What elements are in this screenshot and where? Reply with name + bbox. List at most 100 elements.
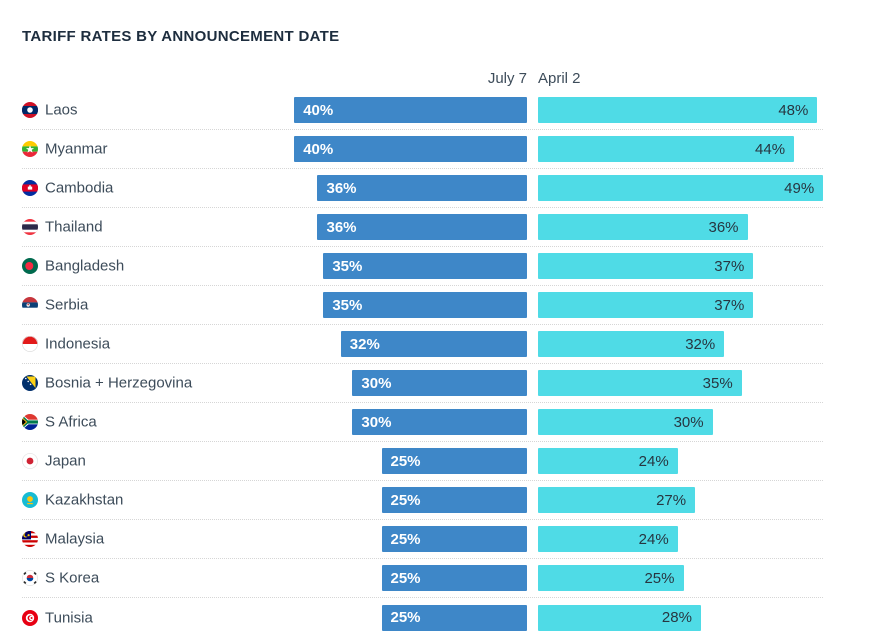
april2-value-label: 49%	[784, 179, 815, 197]
flag-kazakhstan-icon	[22, 492, 38, 508]
july7-bar: 35%	[323, 253, 527, 279]
chart-row: S Africa 30% 30%	[22, 403, 823, 442]
chart-row: S Korea 25% 25%	[22, 559, 823, 598]
july7-bar: 30%	[352, 409, 527, 435]
chart-rows: Laos 40% 48% Myanmar 40% 44% Cambodia 36…	[22, 91, 824, 637]
april2-bar: 32%	[538, 331, 725, 357]
april2-value-label: 44%	[755, 140, 786, 158]
flag-bangladesh-icon	[22, 258, 38, 274]
chart-row: Serbia 35% 37%	[22, 286, 823, 325]
chart-title: TARIFF RATES BY ANNOUNCEMENT DATE	[22, 28, 340, 45]
july7-value-label: 25%	[390, 530, 421, 548]
chart-row: Cambodia 36% 49%	[22, 169, 824, 208]
july7-value-label: 40%	[303, 101, 334, 119]
july7-value-label: 32%	[349, 335, 380, 353]
flag-myanmar-icon	[22, 141, 38, 157]
flag-malaysia-icon	[22, 531, 38, 547]
july7-value-label: 25%	[390, 609, 421, 626]
april2-value-label: 25%	[644, 569, 675, 587]
april2-value-label: 24%	[638, 530, 669, 548]
april2-bar: 30%	[538, 409, 713, 435]
chart-row: Bosnia + Herzegovina 30% 35%	[22, 364, 823, 403]
flag-s-africa-icon	[22, 414, 38, 430]
country-label: Kazakhstan	[45, 491, 124, 509]
april2-value-label: 27%	[656, 491, 687, 509]
chart-row: Japan 25% 24%	[22, 442, 823, 481]
column-headers: July 7 April 2	[22, 65, 823, 91]
july7-bar: 30%	[352, 370, 527, 396]
country-label: S Africa	[45, 413, 97, 431]
flag-japan-icon	[22, 453, 38, 469]
july7-bar: 25%	[381, 604, 527, 631]
april2-bar: 27%	[538, 487, 696, 513]
country-label: Indonesia	[45, 335, 111, 353]
country-label: Cambodia	[45, 179, 114, 197]
april2-bar: 28%	[538, 604, 701, 631]
flag-indonesia-icon	[22, 336, 38, 352]
april2-bar: 48%	[538, 97, 818, 123]
flag-tunisia-icon	[22, 609, 38, 626]
flag-laos-icon	[22, 102, 38, 118]
july7-value-label: 30%	[361, 413, 392, 431]
july7-value-label: 35%	[332, 257, 363, 275]
july7-bar: 40%	[294, 97, 527, 123]
april2-value-label: 24%	[638, 452, 669, 470]
july7-value-label: 35%	[332, 296, 363, 314]
april2-value-label: 28%	[661, 609, 692, 626]
july7-value-label: 36%	[326, 218, 357, 236]
country-label: Tunisia	[45, 609, 93, 626]
july7-bar: 35%	[323, 292, 527, 318]
chart-row: Laos 40% 48%	[22, 91, 823, 130]
country-label: Malaysia	[45, 530, 105, 548]
july7-bar: 25%	[381, 448, 527, 474]
july7-bar: 40%	[294, 136, 527, 162]
july7-value-label: 36%	[326, 179, 357, 197]
july7-bar: 25%	[381, 526, 527, 552]
july7-bar: 25%	[381, 487, 527, 513]
july7-bar: 25%	[381, 565, 527, 591]
april2-value-label: 37%	[714, 257, 745, 275]
april2-bar: 37%	[538, 292, 754, 318]
flag-cambodia-icon	[22, 180, 38, 196]
april2-value-label: 37%	[714, 296, 745, 314]
country-label: Thailand	[45, 218, 103, 236]
country-label: Japan	[45, 452, 86, 470]
chart-row: Tunisia 25% 28%	[22, 598, 823, 637]
country-label: Serbia	[45, 296, 89, 314]
april2-bar: 24%	[538, 448, 678, 474]
july7-value-label: 25%	[390, 452, 421, 470]
chart-row: Indonesia 32% 32%	[22, 325, 823, 364]
chart-row: Bangladesh 35% 37%	[22, 247, 823, 286]
april2-value-label: 35%	[702, 374, 733, 392]
column-header-april2: April 2	[538, 70, 581, 87]
july7-value-label: 25%	[390, 569, 421, 587]
flag-thailand-icon	[22, 219, 38, 235]
chart-row: Thailand 36% 36%	[22, 208, 823, 247]
flag-s-korea-icon	[22, 570, 38, 586]
april2-bar: 36%	[538, 214, 748, 240]
july7-bar: 36%	[317, 175, 527, 201]
flag-bosnia-icon	[22, 375, 38, 391]
flag-serbia-icon	[22, 297, 38, 313]
april2-bar: 24%	[538, 526, 678, 552]
april2-value-label: 32%	[685, 335, 716, 353]
country-label: Myanmar	[45, 140, 108, 158]
april2-bar: 44%	[538, 136, 795, 162]
july7-value-label: 40%	[303, 140, 334, 158]
april2-bar: 35%	[538, 370, 742, 396]
april2-value-label: 36%	[708, 218, 739, 236]
april2-bar: 25%	[538, 565, 684, 591]
april2-value-label: 30%	[673, 413, 704, 431]
july7-value-label: 25%	[390, 491, 421, 509]
july7-value-label: 30%	[361, 374, 392, 392]
chart-row: Myanmar 40% 44%	[22, 130, 823, 169]
chart-row: Kazakhstan 25% 27%	[22, 481, 823, 520]
country-label: Bangladesh	[45, 257, 125, 275]
column-header-july7: July 7	[487, 70, 527, 87]
july7-bar: 32%	[340, 331, 527, 357]
country-label: Laos	[45, 101, 78, 119]
country-label: S Korea	[45, 569, 100, 587]
country-label: Bosnia + Herzegovina	[45, 374, 193, 392]
april2-bar: 49%	[538, 175, 824, 201]
